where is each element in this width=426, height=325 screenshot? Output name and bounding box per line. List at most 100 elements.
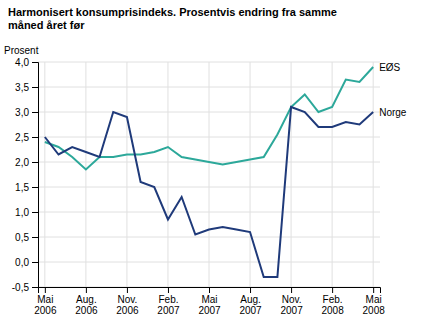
y-tick: -0,5	[12, 282, 38, 293]
x-tick: Feb.2007	[157, 287, 180, 316]
x-tick-label-line: Mai	[201, 294, 217, 305]
y-tick: 3,5	[15, 82, 38, 93]
x-tick-mark	[86, 287, 87, 293]
y-tick-label: 3,5	[15, 82, 29, 93]
x-tick-label-line: 2008	[321, 305, 344, 316]
grid-line-x	[44, 62, 45, 287]
x-tick: Nov.2007	[280, 287, 303, 316]
chart: Harmonisert konsumprisindeks. Prosentvis…	[0, 0, 426, 325]
y-tick-mark	[32, 287, 38, 288]
x-tick-label: Feb.2007	[157, 294, 180, 316]
grid-line-x	[167, 62, 168, 287]
title: Harmonisert konsumprisindeks. Prosentvis…	[8, 6, 337, 31]
x-tick-mark	[373, 287, 374, 293]
y-tick: 1,5	[15, 182, 38, 193]
x-tick-label-line: Mai	[37, 294, 53, 305]
x-tick-label-line: 2006	[116, 305, 139, 316]
y-tick-label: 2,0	[15, 157, 29, 168]
x-tick-mark	[291, 287, 292, 293]
y-tick-mark	[32, 212, 38, 213]
x-tick-label-line: Aug.	[76, 294, 97, 305]
x-tick-mark	[127, 287, 128, 293]
x-tick-label: Aug.2007	[239, 294, 262, 316]
x-tick-mark	[45, 287, 46, 293]
series-line	[45, 107, 373, 277]
grid-line-x	[126, 62, 127, 287]
x-tick: Aug.2006	[75, 287, 98, 316]
y-tick: 2,5	[15, 132, 38, 143]
y-tick: 2,0	[15, 157, 38, 168]
x-tick-label: Mai2006	[34, 294, 57, 316]
x-axis: Mai2006Aug.2006Nov.2006Feb.2007Mai2007Au…	[34, 287, 385, 316]
x-tick-label-line: Nov.	[282, 294, 302, 305]
y-tick: 1,0	[15, 207, 38, 218]
y-tick-mark	[32, 62, 38, 63]
x-tick: Mai2006	[34, 287, 57, 316]
x-tick-mark	[209, 287, 210, 293]
y-tick-mark	[32, 162, 38, 163]
y-label: Prosent	[4, 45, 39, 56]
y-tick-mark	[32, 262, 38, 263]
y-tick-mark	[32, 112, 38, 113]
x-tick-mark	[168, 287, 169, 293]
y-axis: -0,5 0,0 0,5 1,0 1,5 2,0 2,5 3,0 3,5 4,0	[12, 57, 39, 293]
x-tick-label-line: Feb.	[158, 294, 178, 305]
x-tick-label-line: Aug.	[240, 294, 261, 305]
x-tick-label-line: Nov.	[118, 294, 138, 305]
chart-container: Harmonisert konsumprisindeks. Prosentvis…	[0, 0, 426, 325]
x-tick-label-line: 2006	[75, 305, 98, 316]
x-tick: Feb.2008	[321, 287, 344, 316]
y-tick-label: 2,5	[15, 132, 29, 143]
grid	[38, 62, 380, 287]
y-tick-label: -0,5	[12, 282, 30, 293]
x-tick-label-line: Feb.	[323, 294, 343, 305]
x-tick-mark	[250, 287, 251, 293]
x-axis-line	[39, 288, 381, 294]
x-tick: Mai2008	[363, 287, 386, 316]
x-tick-label-line: 2007	[280, 305, 303, 316]
series-label: EØS	[379, 62, 400, 73]
y-tick-label: 1,0	[15, 207, 29, 218]
x-tick-label: Feb.2008	[321, 294, 344, 316]
series-label: Norge	[379, 107, 407, 118]
y-tick-label: 4,0	[15, 57, 29, 68]
grid-line-x	[85, 62, 86, 287]
y-tick: 0,5	[15, 232, 38, 243]
y-tick-mark	[32, 87, 38, 88]
x-tick-label-line: 2007	[157, 305, 180, 316]
x-tick-label-line: Mai	[366, 294, 382, 305]
y-tick-label: 3,0	[15, 107, 29, 118]
x-tick: Nov.2006	[116, 287, 139, 316]
x-tick-label-line: 2008	[363, 305, 386, 316]
y-tick: 4,0	[15, 57, 38, 68]
title-line: Harmonisert konsumprisindeks. Prosentvis…	[8, 6, 337, 18]
y-tick-mark	[32, 137, 38, 138]
y-tick-mark	[32, 187, 38, 188]
plot: Mai2006Aug.2006Nov.2006Feb.2007Mai2007Au…	[4, 45, 407, 316]
x-tick-label: Mai2008	[363, 294, 386, 316]
lines	[45, 67, 373, 277]
x-tick-label: Nov.2007	[280, 294, 303, 316]
series-labels: EØS Norge	[379, 62, 407, 118]
x-tick-label-line: 2007	[198, 305, 221, 316]
x-tick-label: Mai2007	[198, 294, 221, 316]
x-tick: Mai2007	[198, 287, 221, 316]
title-line: måned året før	[8, 19, 85, 31]
grid-line-x	[291, 62, 292, 287]
x-tick-mark	[332, 287, 333, 293]
x-tick-label-line: 2007	[239, 305, 262, 316]
x-tick-label: Nov.2006	[116, 294, 139, 316]
y-tick-mark	[32, 237, 38, 238]
y-tick-label: 1,5	[15, 182, 29, 193]
y-tick: 3,0	[15, 107, 38, 118]
y-tick: 0,0	[15, 257, 38, 268]
grid-line-x	[373, 62, 374, 287]
x-tick-label-line: 2006	[34, 305, 57, 316]
x-tick-label: Aug.2006	[75, 294, 98, 316]
grid-line-x	[332, 62, 333, 287]
y-tick-label: 0,5	[15, 232, 29, 243]
x-tick: Aug.2007	[239, 287, 262, 316]
y-tick-label: 0,0	[15, 257, 29, 268]
y-axis-line	[32, 63, 39, 288]
grid-line-x	[250, 62, 251, 287]
